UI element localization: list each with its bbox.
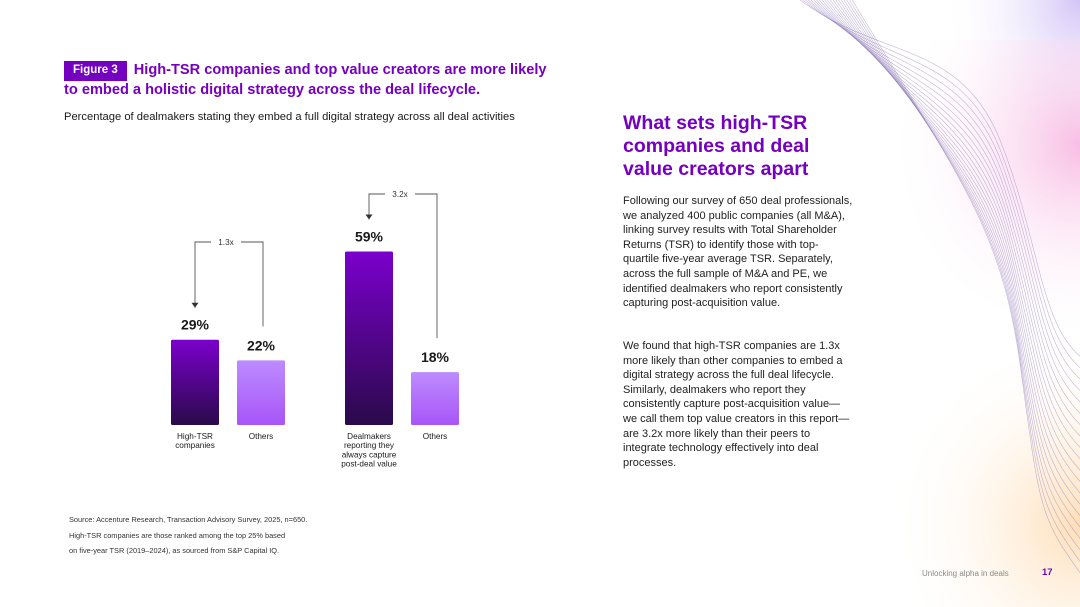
wave-line (832, 0, 1080, 494)
sidebar-paragraph-1: Following our survey of 650 deal profess… (623, 195, 853, 310)
page-number: 17 (1042, 567, 1053, 578)
category-label: Others (249, 432, 274, 441)
comparison-label: 3.2x (392, 190, 407, 199)
figure-title-block: Figure 3 High-TSR companies and top value… (64, 61, 564, 100)
figure-tag: Figure 3 (64, 61, 127, 81)
category-label: High-TSR companies (175, 432, 215, 450)
arrow-head (191, 302, 199, 308)
wave-line (821, 0, 1080, 448)
wave-line (849, 0, 1080, 562)
wave-line (830, 0, 1080, 482)
data-label: 59% (355, 229, 384, 245)
wave-line (835, 0, 1080, 505)
bar (345, 251, 393, 425)
source-line: High-TSR companies are those ranked amon… (69, 530, 286, 540)
wave-line (805, 0, 1080, 380)
wave-line (840, 0, 1080, 528)
bar (171, 339, 219, 425)
bar (237, 360, 285, 425)
comparison-connector (368, 193, 385, 220)
arrow-head (365, 214, 373, 220)
data-label: 22% (247, 337, 276, 353)
sidebar-paragraph-2: We found that high-TSR companies are 1.3… (623, 340, 850, 469)
wave-line (846, 0, 1080, 551)
wave-line (838, 0, 1080, 517)
wave-line (816, 0, 1080, 425)
wave-line (851, 0, 1080, 574)
source-note: Source: Accenture Research, Transaction … (69, 512, 389, 559)
wave-line (813, 0, 1080, 414)
bar (411, 372, 459, 425)
source-line: on five-year TSR (2019–2024), as sourced… (69, 546, 280, 555)
wave-line (802, 0, 1080, 368)
comparison-label: 1.3x (218, 238, 233, 247)
bar-chart: 29% High-TSR companies 22% Others 1.3x 59% Deal… (171, 190, 459, 469)
sidebar-heading: What sets high-TSR companies and deal va… (623, 112, 810, 180)
data-label: 29% (181, 317, 210, 333)
source-line: Source: Accenture Research, Transaction … (69, 515, 308, 524)
category-label: Dealmakers reporting they always capture po… (341, 432, 397, 469)
comparison-connector (415, 193, 438, 339)
wave-line (843, 0, 1080, 539)
category-label: Others (423, 432, 448, 441)
wave-line (827, 0, 1080, 471)
figure-title: High-TSR companies and top value creator… (64, 62, 547, 98)
data-label: 18% (421, 349, 450, 365)
chart-subtitle: Percentage of dealmakers stating they em… (64, 111, 515, 123)
footer-report-title: Unlocking alpha in deals (922, 569, 1009, 578)
comparison-connector (241, 241, 264, 327)
comparison-connector (194, 241, 211, 308)
wave-line (824, 0, 1080, 460)
wave-line (819, 0, 1080, 437)
